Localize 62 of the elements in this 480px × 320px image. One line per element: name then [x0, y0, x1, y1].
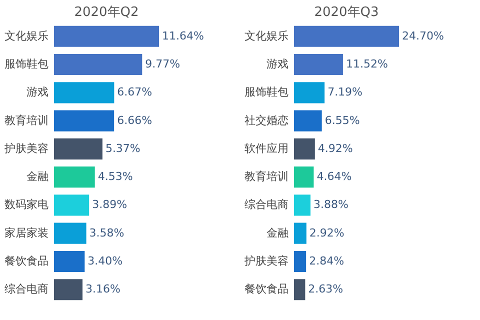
data-label: 11.52% [346, 58, 388, 71]
bar [294, 110, 322, 132]
bar [294, 194, 310, 216]
y-tick-label: 教育培训 [4, 114, 48, 127]
y-tick-label: 数码家电 [4, 198, 48, 212]
y-tick-label: 服饰鞋包 [4, 58, 48, 71]
data-label: 4.64% [316, 170, 352, 184]
bar [294, 54, 343, 76]
y-tick-label: 餐饮食品 [4, 254, 48, 268]
bar [294, 166, 314, 188]
y-tick-label: 护肤美容 [244, 254, 288, 268]
y-tick-label: 家居家装 [4, 226, 48, 240]
bar [294, 26, 399, 47]
data-label: 3.88% [313, 198, 348, 212]
y-tick-label: 软件应用 [244, 142, 288, 155]
y-tick-label: 金融 [266, 226, 288, 240]
data-label: 2.84% [309, 254, 344, 268]
chart-title: 2020年Q3 [314, 5, 379, 20]
data-label: 4.92% [318, 142, 353, 155]
data-label: 3.89% [92, 198, 128, 212]
bar [54, 138, 102, 160]
bar [54, 250, 85, 272]
data-label: 6.66% [117, 114, 152, 127]
y-tick-label: 文化娱乐 [244, 29, 288, 42]
data-label: 6.67% [117, 86, 152, 99]
bar [294, 250, 306, 272]
y-tick-label: 游戏 [266, 58, 288, 71]
data-label: 24.70% [402, 29, 444, 42]
bar [54, 82, 114, 104]
data-label: 5.37% [105, 142, 140, 155]
bar [294, 138, 315, 160]
bar [54, 222, 86, 244]
y-tick-label: 教育培训 [244, 170, 288, 184]
bar [294, 82, 325, 104]
bar [294, 222, 306, 244]
bar [54, 110, 114, 132]
data-label: 2.92% [309, 226, 344, 240]
y-tick-label: 餐饮食品 [244, 282, 288, 296]
data-label: 4.53% [98, 170, 133, 184]
bar [54, 279, 83, 300]
y-tick-label: 社交婚恋 [244, 114, 288, 127]
y-tick-label: 金融 [26, 170, 48, 184]
data-label: 3.16% [86, 282, 120, 296]
data-label: 6.55% [324, 114, 360, 127]
y-tick-label: 文化娱乐 [4, 29, 48, 42]
y-tick-label: 综合电商 [244, 198, 288, 212]
data-label: 9.77% [145, 58, 180, 71]
data-label: 2.63% [308, 282, 344, 296]
bar [294, 279, 306, 300]
y-tick-label: 游戏 [26, 86, 48, 99]
data-label: 3.40% [88, 254, 123, 268]
data-label: 3.58% [89, 226, 124, 240]
y-tick-label: 综合电商 [4, 282, 48, 296]
bar [54, 54, 142, 76]
bar [54, 194, 90, 216]
y-tick-label: 护肤美容 [4, 142, 48, 155]
data-label: 7.19% [328, 86, 363, 99]
data-label: 11.64% [162, 29, 204, 42]
bar [54, 166, 95, 188]
y-tick-label: 服饰鞋包 [244, 86, 288, 99]
bar [54, 26, 159, 47]
chart-title: 2020年Q2 [74, 5, 139, 20]
